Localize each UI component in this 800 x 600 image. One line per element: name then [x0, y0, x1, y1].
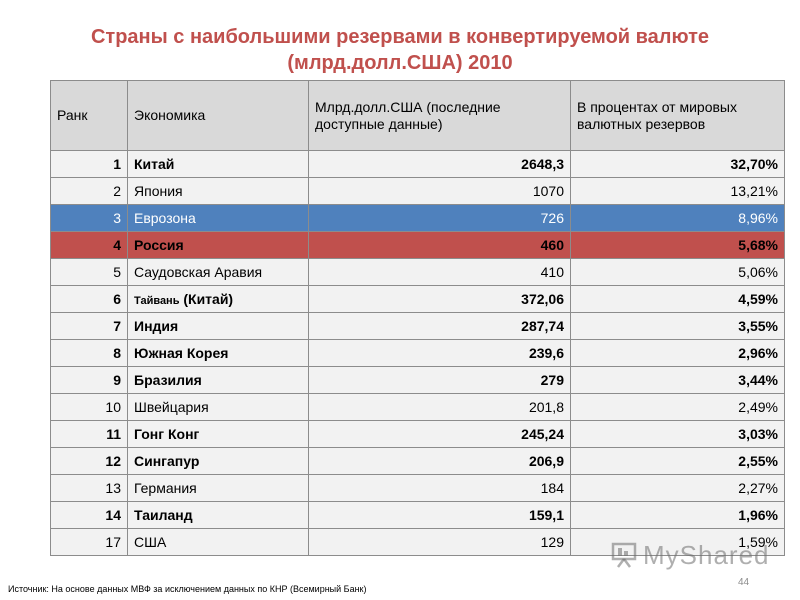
- table-row: 14 Таиланд 159,1 1,96%: [50, 501, 785, 529]
- rank-cell: 6: [50, 285, 128, 313]
- economy-cell: Швейцария: [127, 393, 309, 421]
- value-cell: 245,24: [308, 420, 571, 448]
- economy-cell: США: [127, 528, 309, 556]
- percent-cell: 13,21%: [570, 177, 785, 205]
- table-row: 10 Швейцария 201,8 2,49%: [50, 393, 785, 421]
- value-cell: 184: [308, 474, 571, 502]
- percent-cell: 3,03%: [570, 420, 785, 448]
- table-row: 17 США 129 1,59%: [50, 528, 785, 556]
- percent-cell: 2,96%: [570, 339, 785, 367]
- value-cell: 726: [308, 204, 571, 232]
- column-header-economy: Экономика: [127, 80, 309, 151]
- rank-cell: 10: [50, 393, 128, 421]
- value-cell: 129: [308, 528, 571, 556]
- economy-cell: Гонг Конг: [127, 420, 309, 448]
- economy-cell: Таиланд: [127, 501, 309, 529]
- slide-title-line2: (млрд.долл.США) 2010: [287, 52, 513, 74]
- rank-cell: 7: [50, 312, 128, 340]
- page-number: 44: [738, 577, 750, 588]
- value-cell: 372,06: [308, 285, 571, 313]
- rank-cell: 11: [50, 420, 128, 448]
- percent-cell: 3,55%: [570, 312, 785, 340]
- rank-cell: 5: [50, 258, 128, 286]
- table-row: 12 Сингапур 206,9 2,55%: [50, 447, 785, 475]
- table-header-row: Ранк Экономика Млрд.долл.США (последние …: [50, 80, 785, 151]
- slide-title-line1: Страны с наибольшими резервами в конверт…: [90, 26, 710, 48]
- economy-cell: Россия: [127, 231, 309, 259]
- percent-cell: 5,68%: [570, 231, 785, 259]
- rank-cell: 13: [50, 474, 128, 502]
- economy-name: Тайвань: [134, 295, 180, 307]
- presentation-board-icon: [610, 541, 638, 569]
- rank-cell: 3: [50, 204, 128, 232]
- rank-cell: 14: [50, 501, 128, 529]
- rank-cell: 4: [50, 231, 128, 259]
- economy-suffix: (Китай): [179, 291, 234, 307]
- percent-cell: 2,49%: [570, 393, 785, 421]
- percent-cell: 2,55%: [570, 447, 785, 475]
- economy-cell: Сингапур: [127, 447, 309, 475]
- value-cell: 279: [308, 366, 571, 394]
- economy-cell: Япония: [127, 177, 309, 205]
- percent-cell: 4,59%: [570, 285, 785, 313]
- value-cell: 287,74: [308, 312, 571, 340]
- percent-cell: 32,70%: [570, 150, 785, 178]
- economy-cell: Южная Корея: [127, 339, 309, 367]
- slide-title: Страны с наибольшими резервами в конверт…: [0, 24, 800, 76]
- watermark: MyShared: [610, 540, 775, 570]
- value-cell: 1070: [308, 177, 571, 205]
- value-cell: 201,8: [308, 393, 571, 421]
- reserves-table: Ранк Экономика Млрд.долл.США (последние …: [50, 80, 785, 556]
- watermark-text: MyShared: [643, 539, 770, 570]
- table-row: 1 Китай 2648,3 32,70%: [50, 150, 785, 178]
- economy-cell: Саудовская Аравия: [127, 258, 309, 286]
- table-row: 13 Германия 184 2,27%: [50, 474, 785, 502]
- percent-cell: 1,96%: [570, 501, 785, 529]
- table-row: 2 Япония 1070 13,21%: [50, 177, 785, 205]
- economy-cell: Еврозона: [127, 204, 309, 232]
- rank-cell: 9: [50, 366, 128, 394]
- value-cell: 159,1: [308, 501, 571, 529]
- economy-cell: Бразилия: [127, 366, 309, 394]
- column-header-percent: В процентах от мировых валютных резервов: [570, 80, 785, 151]
- table-row-highlight-red: 4 Россия 460 5,68%: [50, 231, 785, 259]
- rank-cell: 12: [50, 447, 128, 475]
- percent-cell: 5,06%: [570, 258, 785, 286]
- economy-cell: Китай: [127, 150, 309, 178]
- economy-cell: Германия: [127, 474, 309, 502]
- percent-cell: 8,96%: [570, 204, 785, 232]
- table-row: 6 Тайвань (Китай) 372,06 4,59%: [50, 285, 785, 313]
- column-header-rank: Ранк: [50, 80, 128, 151]
- economy-cell: Тайвань (Китай): [127, 285, 309, 313]
- source-note: Источник: На основе данных МВФ за исключ…: [8, 584, 367, 594]
- percent-cell: 1,59%: [570, 528, 785, 556]
- table-row-highlight-blue: 3 Еврозона 726 8,96%: [50, 204, 785, 232]
- rank-cell: 17: [50, 528, 128, 556]
- value-cell: 206,9: [308, 447, 571, 475]
- value-cell: 410: [308, 258, 571, 286]
- value-cell: 2648,3: [308, 150, 571, 178]
- table-row: 11 Гонг Конг 245,24 3,03%: [50, 420, 785, 448]
- rank-cell: 1: [50, 150, 128, 178]
- percent-cell: 2,27%: [570, 474, 785, 502]
- table-row: 8 Южная Корея 239,6 2,96%: [50, 339, 785, 367]
- table-row: 5 Саудовская Аравия 410 5,06%: [50, 258, 785, 286]
- rank-cell: 2: [50, 177, 128, 205]
- economy-cell: Индия: [127, 312, 309, 340]
- value-cell: 460: [308, 231, 571, 259]
- rank-cell: 8: [50, 339, 128, 367]
- table-row: 9 Бразилия 279 3,44%: [50, 366, 785, 394]
- percent-cell: 3,44%: [570, 366, 785, 394]
- column-header-value: Млрд.долл.США (последние доступные данны…: [308, 80, 571, 151]
- table-row: 7 Индия 287,74 3,55%: [50, 312, 785, 340]
- value-cell: 239,6: [308, 339, 571, 367]
